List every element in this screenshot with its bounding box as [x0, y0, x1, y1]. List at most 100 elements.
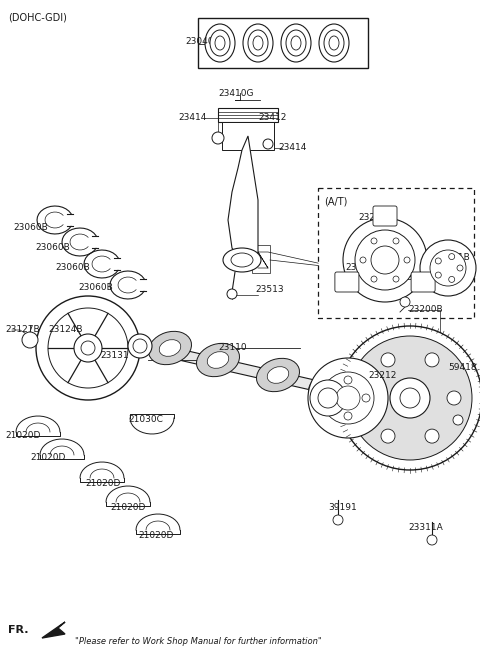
- Circle shape: [308, 358, 388, 438]
- Ellipse shape: [223, 248, 261, 272]
- Text: 23212: 23212: [368, 371, 396, 380]
- Circle shape: [381, 353, 395, 367]
- Text: 23211B: 23211B: [358, 213, 393, 222]
- Circle shape: [128, 334, 152, 358]
- Circle shape: [390, 378, 430, 418]
- Text: 21020D: 21020D: [110, 504, 145, 512]
- Ellipse shape: [324, 30, 344, 56]
- Circle shape: [336, 386, 360, 410]
- Circle shape: [453, 415, 463, 425]
- Circle shape: [338, 326, 480, 470]
- Ellipse shape: [148, 331, 192, 365]
- Circle shape: [343, 218, 427, 302]
- Text: 21020D: 21020D: [85, 478, 120, 487]
- Circle shape: [400, 297, 410, 307]
- Circle shape: [362, 394, 370, 402]
- Text: 23131: 23131: [100, 350, 129, 359]
- Ellipse shape: [210, 30, 230, 56]
- Circle shape: [48, 308, 128, 388]
- Text: 23412: 23412: [258, 113, 287, 123]
- Bar: [222, 122, 274, 150]
- Ellipse shape: [248, 30, 268, 56]
- Circle shape: [333, 515, 343, 525]
- Bar: [198, 18, 368, 68]
- Text: 23510: 23510: [345, 264, 373, 272]
- Circle shape: [371, 238, 377, 244]
- Circle shape: [322, 372, 374, 424]
- Circle shape: [318, 388, 338, 408]
- Ellipse shape: [159, 340, 181, 356]
- Ellipse shape: [267, 367, 289, 383]
- Text: (DOHC-GDI): (DOHC-GDI): [8, 13, 67, 23]
- Circle shape: [81, 341, 95, 355]
- Text: 23311B: 23311B: [435, 253, 470, 262]
- Circle shape: [400, 388, 420, 408]
- Ellipse shape: [205, 24, 235, 62]
- Circle shape: [227, 289, 237, 299]
- Ellipse shape: [253, 36, 263, 50]
- Ellipse shape: [329, 36, 339, 50]
- Text: FR.: FR.: [8, 625, 28, 635]
- Text: 23311A: 23311A: [408, 523, 443, 533]
- Ellipse shape: [207, 352, 229, 368]
- Text: 23124B: 23124B: [48, 325, 83, 335]
- Ellipse shape: [291, 36, 301, 50]
- Text: 21030C: 21030C: [128, 415, 163, 424]
- Bar: [318, 188, 474, 318]
- Circle shape: [263, 139, 273, 149]
- Text: 23060B: 23060B: [78, 283, 113, 293]
- Circle shape: [344, 376, 352, 384]
- Circle shape: [435, 272, 441, 278]
- Ellipse shape: [319, 24, 349, 62]
- Circle shape: [310, 380, 346, 416]
- Polygon shape: [42, 622, 65, 638]
- Circle shape: [355, 230, 415, 290]
- Circle shape: [326, 394, 334, 402]
- Text: 39191: 39191: [328, 504, 357, 512]
- FancyBboxPatch shape: [411, 272, 435, 292]
- Text: (A/T): (A/T): [324, 197, 348, 207]
- Text: 23060B: 23060B: [55, 264, 90, 272]
- Circle shape: [133, 339, 147, 353]
- Ellipse shape: [196, 343, 240, 377]
- Text: 23127B: 23127B: [5, 325, 40, 335]
- Circle shape: [393, 276, 399, 282]
- Circle shape: [449, 276, 455, 283]
- Text: "Please refer to Work Shop Manual for further information": "Please refer to Work Shop Manual for fu…: [75, 638, 322, 647]
- Circle shape: [447, 391, 461, 405]
- Text: 23040A: 23040A: [185, 37, 220, 47]
- Polygon shape: [140, 340, 390, 408]
- Circle shape: [360, 257, 366, 263]
- Circle shape: [420, 240, 476, 296]
- Ellipse shape: [281, 24, 311, 62]
- Text: 23110: 23110: [218, 344, 247, 352]
- Ellipse shape: [286, 30, 306, 56]
- Bar: [218, 108, 278, 122]
- Ellipse shape: [309, 371, 351, 405]
- Ellipse shape: [231, 253, 253, 267]
- Text: 23060B: 23060B: [13, 224, 48, 232]
- Text: 23200B: 23200B: [408, 306, 443, 314]
- Polygon shape: [228, 136, 258, 264]
- Ellipse shape: [215, 36, 225, 50]
- Circle shape: [348, 336, 472, 460]
- Text: 21020D: 21020D: [5, 430, 40, 440]
- Bar: [252, 245, 270, 273]
- Circle shape: [344, 412, 352, 420]
- Circle shape: [393, 238, 399, 244]
- Text: 23410G: 23410G: [218, 89, 253, 98]
- Text: 23060B: 23060B: [35, 243, 70, 253]
- Circle shape: [359, 391, 373, 405]
- Text: 21020D: 21020D: [30, 453, 65, 462]
- Text: 21020D: 21020D: [138, 531, 173, 539]
- Circle shape: [371, 246, 399, 274]
- FancyBboxPatch shape: [373, 206, 397, 226]
- Circle shape: [74, 334, 102, 362]
- Circle shape: [212, 132, 224, 144]
- Text: 23414: 23414: [278, 144, 306, 152]
- Circle shape: [449, 254, 455, 260]
- Text: 23513: 23513: [255, 285, 284, 295]
- Ellipse shape: [243, 24, 273, 62]
- Circle shape: [36, 296, 140, 400]
- Circle shape: [381, 429, 395, 443]
